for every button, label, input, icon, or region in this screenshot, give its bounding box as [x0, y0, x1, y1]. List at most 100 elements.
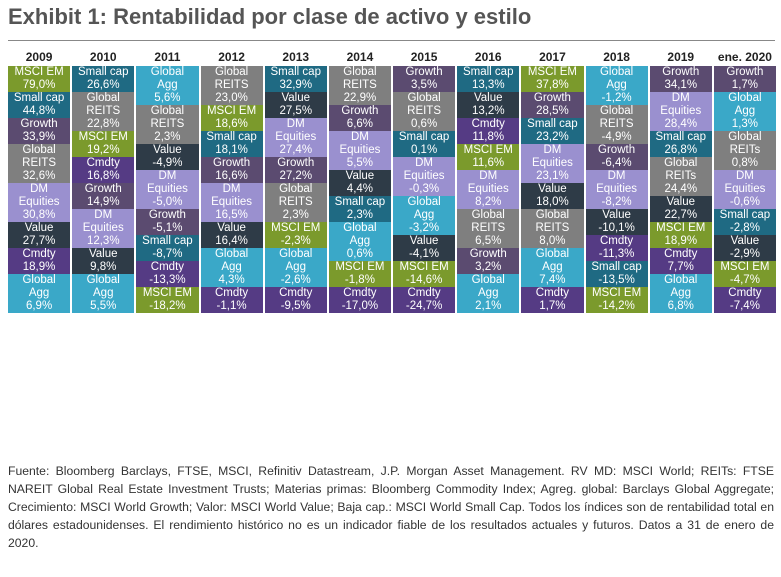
asset-label: DM Equities	[531, 144, 573, 169]
quilt-cell: Cmdty -1,1%	[200, 287, 263, 313]
quilt-cell: Small cap 0,1%	[393, 131, 456, 157]
quilt-cell: Small cap 44,8%	[8, 92, 71, 118]
year-label: ene. 2020	[717, 50, 772, 64]
return-value: -13,5%	[598, 274, 635, 286]
asset-label: Cmdty	[407, 287, 441, 299]
return-value: 6,9%	[25, 300, 53, 312]
quilt-cell: Global Agg 2,1%	[457, 274, 520, 313]
return-value: 16,6%	[215, 170, 248, 182]
asset-label: Cmdty	[279, 287, 313, 299]
quilt-cell: MSCI EM 37,8%	[521, 66, 584, 92]
return-value: 79,0%	[22, 79, 56, 91]
return-value: 19,2%	[86, 144, 120, 156]
return-value: 0,8%	[731, 157, 759, 169]
return-value: 6,6%	[346, 118, 374, 130]
asset-label: Global Agg	[86, 274, 120, 299]
asset-label: Value	[409, 235, 439, 247]
quilt-cell: DM Equities -8,2%	[585, 170, 648, 209]
quilt-cell: Growth 16,6%	[200, 157, 263, 183]
return-value: 22,8%	[86, 118, 120, 130]
asset-label: Cmdty	[599, 235, 634, 247]
return-value: -9,5%	[280, 300, 311, 312]
quilt-cell: Cmdty -7,4%	[713, 287, 776, 313]
return-value: 23,1%	[536, 170, 569, 182]
return-value: 2,3%	[346, 209, 374, 221]
year-label: 2017	[539, 50, 566, 64]
asset-label: Global REITS	[150, 105, 185, 130]
asset-label: MSCI EM	[335, 261, 385, 273]
quilt-cell: Cmdty -24,7%	[393, 287, 456, 313]
asset-label: DM Equities	[275, 118, 317, 143]
asset-label: Global REITS	[22, 144, 57, 169]
asset-label: MSCI EM	[206, 105, 257, 117]
quilt-cell: Value 22,7%	[649, 196, 712, 222]
return-value: -2,6%	[280, 274, 311, 286]
quilt-cell: Growth -5,1%	[136, 209, 199, 235]
return-value: 32,6%	[22, 170, 56, 182]
return-value: -7,4%	[729, 300, 760, 312]
asset-label: Growth	[20, 118, 58, 130]
quilt-cell: Value 27,7%	[8, 222, 71, 248]
return-value: -8,2%	[601, 196, 632, 208]
return-value: 7,4%	[539, 274, 566, 286]
return-value: -14,6%	[405, 274, 443, 286]
asset-label: Global REITS	[214, 66, 249, 91]
return-value: 28,4%	[664, 118, 698, 130]
quilt-cell: DM Equities 5,5%	[328, 131, 391, 170]
return-value: 11,8%	[472, 131, 505, 143]
quilt-cell: Growth -6,4%	[585, 144, 648, 170]
return-value: 27,4%	[279, 144, 313, 156]
return-value: 0,1%	[410, 144, 438, 156]
asset-label: Small cap	[398, 131, 450, 143]
year-label: 2009	[25, 50, 53, 64]
return-value: 24,4%	[664, 183, 698, 195]
asset-label: Cmdty	[214, 287, 249, 299]
quilt-cell: Value 16,4%	[200, 222, 263, 248]
return-value: 2,3%	[154, 131, 181, 143]
return-value: 5,5%	[346, 157, 374, 169]
asset-label: DM Equities	[660, 92, 702, 117]
quilt-cell: Small cap 26,8%	[649, 131, 712, 157]
quilt-cell: Growth 34,1%	[649, 66, 712, 92]
return-value: 44,8%	[22, 105, 56, 117]
asset-label: Small cap	[270, 66, 321, 78]
return-value: -24,7%	[405, 300, 443, 312]
return-value: 37,8%	[536, 79, 569, 91]
return-value: 18,9%	[22, 261, 56, 273]
asset-label: Value	[281, 92, 311, 104]
quilt-cell: Growth 27,2%	[264, 157, 327, 183]
return-value: 2,3%	[282, 209, 309, 221]
quilt-cell: MSCI EM 79,0%	[8, 66, 71, 92]
year-column: Global Agg 5,6% Global REITS 2,3% Value -4,9%…	[136, 66, 199, 456]
quilt-cell: Global REITS 0,6%	[393, 92, 456, 131]
year-header: 2009 2010 2011 2012 2013 2014 2015 2016 2017 2018…	[8, 50, 776, 64]
return-value: 22,9%	[343, 92, 377, 104]
quilt-cell: DM Equities -0,6%	[713, 170, 776, 209]
asset-label: MSCI EM	[720, 261, 770, 273]
return-value: 14,9%	[86, 196, 120, 208]
quilt-cell: DM Equities 12,3%	[72, 209, 135, 248]
return-value: 27,7%	[22, 235, 56, 247]
asset-label: MSCI EM	[656, 222, 706, 234]
quilt-cell: Small cap 32,9%	[264, 66, 327, 92]
return-value: 1,7%	[539, 300, 566, 312]
quilt-cell: Small cap -13,5%	[585, 261, 648, 287]
return-value: 27,5%	[279, 105, 313, 117]
return-value: -2,3%	[280, 235, 311, 247]
year-column: Global REITS 22,9% Growth 6,6% DM Equities 5,…	[328, 66, 391, 456]
return-value: 5,5%	[90, 300, 117, 312]
asset-label: MSCI EM	[142, 287, 193, 299]
return-value: 28,5%	[536, 105, 569, 117]
asset-label: MSCI EM	[78, 131, 128, 143]
return-value: 1,3%	[731, 118, 759, 130]
quilt-cell: Global Agg 1,3%	[713, 92, 776, 131]
quilt-cell: Global REITS 22,9%	[328, 66, 391, 105]
quilt-cell: Global Agg -1,2%	[585, 66, 648, 105]
return-value: 16,8%	[86, 170, 120, 182]
quilt-cell: Growth 28,5%	[521, 92, 584, 118]
quilt-cell: DM Equities 30,8%	[8, 183, 71, 222]
return-value: -2,9%	[729, 248, 760, 260]
year-label: 2014	[346, 50, 374, 64]
asset-label: Global Agg	[664, 274, 698, 299]
quilt-cell: MSCI EM -1,8%	[328, 261, 391, 287]
